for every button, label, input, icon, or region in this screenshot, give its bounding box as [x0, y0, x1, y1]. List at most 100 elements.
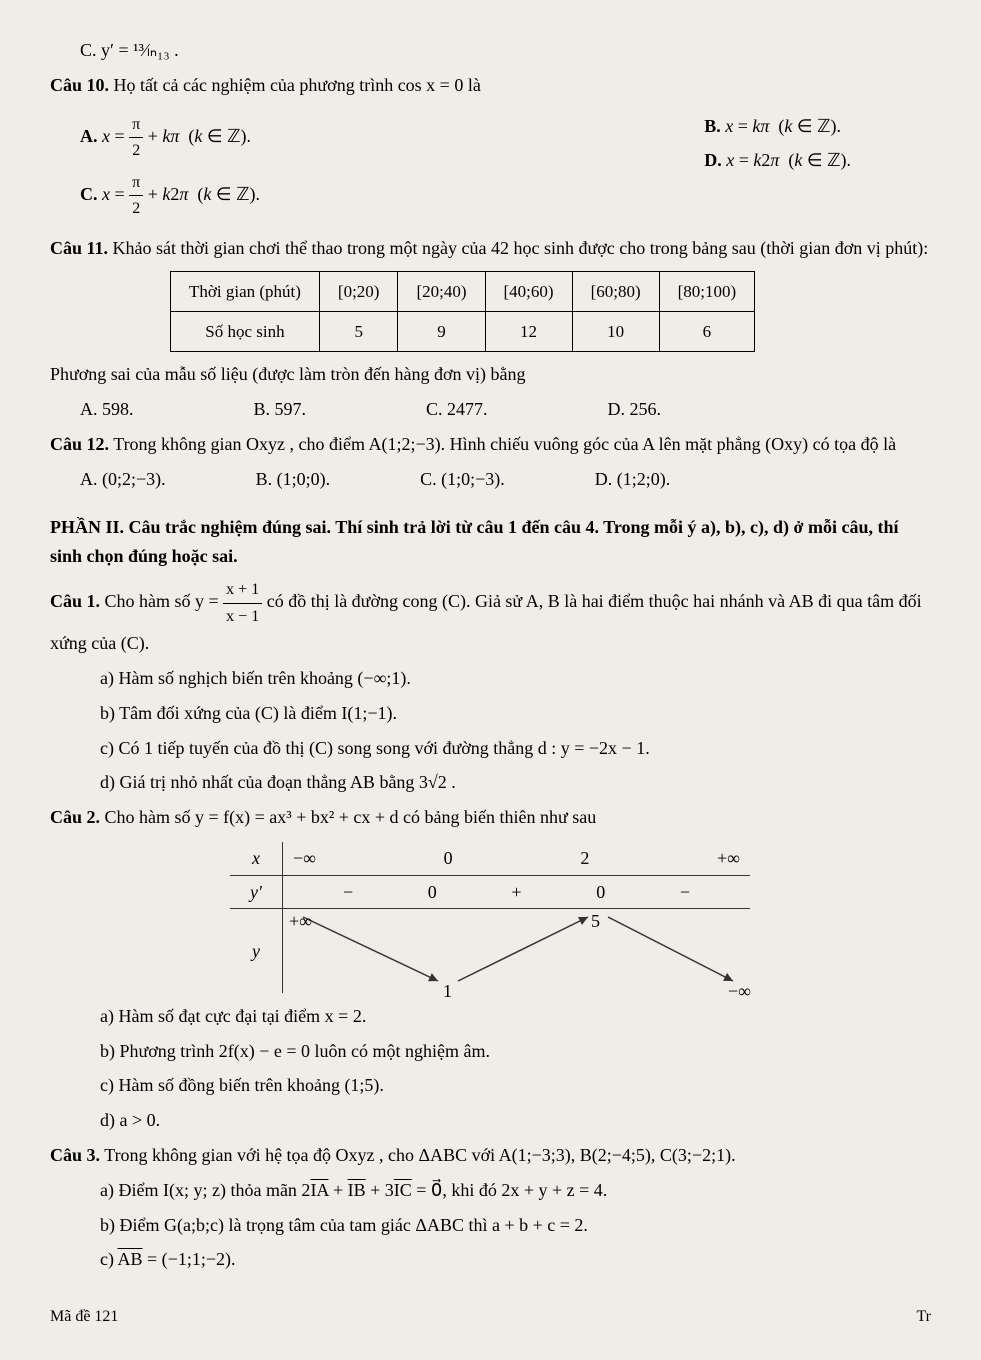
- vt-yprime-row: y′ − 0 + 0 −: [230, 876, 750, 910]
- vt-y-row: y +∞ 5 1 −∞: [230, 909, 750, 999]
- q12-opt-c: C. (1;0;−3).: [420, 465, 505, 494]
- vt-val: 2: [580, 844, 589, 873]
- q10-opt-d: D. x = k2π (k ∈ ℤ).: [704, 146, 851, 175]
- table-row-header: Thời gian (phút) [0;20) [20;40) [40;60) …: [171, 271, 755, 311]
- c1: Câu 1. Cho hàm số y = x + 1x − 1 có đồ t…: [50, 577, 931, 658]
- footer-left: Mã đề 121: [50, 1304, 118, 1330]
- text: C. y′ = ¹³⁄ₗₙ₁₃ .: [80, 40, 179, 60]
- vt-val: 0: [444, 844, 453, 873]
- q12-label: Câu 12.: [50, 434, 109, 454]
- table-cell: 10: [572, 311, 659, 351]
- q10-label: Câu 10.: [50, 75, 109, 95]
- footer-right: Tr: [916, 1304, 931, 1330]
- frac-den: x − 1: [223, 604, 262, 630]
- c1-a: a) Hàm số nghịch biến trên khoảng (−∞;1)…: [100, 664, 931, 693]
- q10-opt-c: C. x = π2 + k2π (k ∈ ℤ).: [80, 170, 260, 222]
- q11: Câu 11. Khảo sát thời gian chơi thể thao…: [50, 234, 931, 263]
- variation-table: x −∞ 0 2 +∞ y′ − 0 + 0 − y: [230, 842, 750, 992]
- c2-d: d) a > 0.: [100, 1106, 931, 1135]
- q11-subtext: Phương sai của mẫu số liệu (được làm trò…: [50, 360, 931, 389]
- q10-opt-b: B. x = kπ (k ∈ ℤ).: [704, 112, 851, 141]
- c3: Câu 3. Trong không gian với hệ tọa độ Ox…: [50, 1141, 931, 1170]
- stray-option-c: C. y′ = ¹³⁄ₗₙ₁₃ .: [80, 36, 931, 65]
- table-cell: [20;40): [398, 271, 485, 311]
- vt-val: −∞: [293, 844, 316, 873]
- vt-val: 0: [428, 878, 437, 907]
- q11-text: Khảo sát thời gian chơi thể thao trong m…: [113, 238, 929, 258]
- vec-ib: IB: [348, 1180, 366, 1200]
- vec-ia: IA: [310, 1180, 328, 1200]
- c3-a-mid2: + 3: [366, 1180, 394, 1200]
- vt-val: +∞: [717, 844, 740, 873]
- vt-y-val: 1: [443, 977, 452, 1006]
- table-cell: 6: [659, 311, 755, 351]
- c3-a-post: = 0⃗, khi đó 2x + y + z = 4.: [412, 1180, 608, 1200]
- q12-text: Trong không gian Oxyz , cho điểm A(1;2;−…: [113, 434, 896, 454]
- q11-table: Thời gian (phút) [0;20) [20;40) [40;60) …: [170, 271, 755, 352]
- c3-c-pre: c): [100, 1249, 118, 1269]
- frac-num: x + 1: [223, 577, 262, 604]
- c3-a: a) Điểm I(x; y; z) thỏa mãn 2IA + IB + 3…: [100, 1176, 931, 1205]
- c1-frac: x + 1x − 1: [223, 577, 262, 629]
- phan2-title: PHẦN II. Câu trắc nghiệm đúng sai. Thí s…: [50, 513, 931, 571]
- vec-ab: AB: [118, 1249, 143, 1269]
- q12-options: A. (0;2;−3). B. (1;0;0). C. (1;0;−3). D.…: [80, 465, 931, 494]
- vt-arrows: +∞ 5 1 −∞: [283, 909, 750, 999]
- vt-val: −: [680, 878, 690, 907]
- c2-a: a) Hàm số đạt cực đại tại điểm x = 2.: [100, 1002, 931, 1031]
- c2-text: Cho hàm số y = f(x) = ax³ + bx² + cx + d…: [105, 807, 597, 827]
- q12: Câu 12. Trong không gian Oxyz , cho điểm…: [50, 430, 931, 459]
- c1-b: b) Tâm đối xứng của (C) là điểm I(1;−1).: [100, 699, 931, 728]
- q10: Câu 10. Họ tất cả các nghiệm của phương …: [50, 71, 931, 100]
- q11-opt-b: B. 597.: [254, 395, 307, 424]
- footer: Mã đề 121 Tr: [50, 1304, 931, 1330]
- c3-a-pre: a) Điểm I(x; y; z) thỏa mãn 2: [100, 1180, 310, 1200]
- vt-y-val: −∞: [728, 977, 751, 1006]
- table-header-label: Thời gian (phút): [171, 271, 320, 311]
- table-cell: [0;20): [319, 271, 398, 311]
- c1-d: d) Giá trị nhỏ nhất của đoạn thẳng AB bằ…: [100, 768, 931, 797]
- vt-y-val: +∞: [289, 907, 312, 936]
- q11-opt-a: A. 598.: [80, 395, 134, 424]
- c2-c: c) Hàm số đồng biến trên khoảng (1;5).: [100, 1071, 931, 1100]
- vt-val: −: [343, 878, 353, 907]
- vec-ic: IC: [394, 1180, 412, 1200]
- table-row-data: Số học sinh 5 9 12 10 6: [171, 311, 755, 351]
- vt-yprime-head: y′: [230, 876, 283, 909]
- q11-options: A. 598. B. 597. C. 2477. D. 256.: [80, 395, 931, 424]
- c2-b: b) Phương trình 2f(x) − e = 0 luôn có mộ…: [100, 1037, 931, 1066]
- q11-label: Câu 11.: [50, 238, 108, 258]
- q12-opt-d: D. (1;2;0).: [595, 465, 671, 494]
- table-cell: 5: [319, 311, 398, 351]
- vt-x-head: x: [230, 842, 283, 875]
- c3-c: c) AB = (−1;1;−2).: [100, 1245, 931, 1274]
- table-cell: [80;100): [659, 271, 755, 311]
- c1-text1: Cho hàm số y =: [105, 591, 224, 611]
- q12-opt-b: B. (1;0;0).: [256, 465, 331, 494]
- q11-opt-c: C. 2477.: [426, 395, 488, 424]
- c2-label: Câu 2.: [50, 807, 100, 827]
- table-cell: 12: [485, 311, 572, 351]
- q10-opt-a: A. x = π2 + kπ (k ∈ ℤ).: [80, 112, 260, 164]
- c3-label: Câu 3.: [50, 1145, 100, 1165]
- table-cell: 9: [398, 311, 485, 351]
- vt-y-head: y: [230, 909, 283, 993]
- q10-text: Họ tất cả các nghiệm của phương trình co…: [114, 75, 481, 95]
- vt-y-val: 5: [591, 907, 600, 936]
- c3-a-mid1: +: [328, 1180, 347, 1200]
- q11-opt-d: D. 256.: [608, 395, 662, 424]
- q12-opt-a: A. (0;2;−3).: [80, 465, 166, 494]
- table-cell: [60;80): [572, 271, 659, 311]
- arrows-svg: [283, 909, 753, 999]
- vt-val: 0: [596, 878, 605, 907]
- table-cell: [40;60): [485, 271, 572, 311]
- c2: Câu 2. Cho hàm số y = f(x) = ax³ + bx² +…: [50, 803, 931, 832]
- table-row-label: Số học sinh: [171, 311, 320, 351]
- c3-c-post: = (−1;1;−2).: [143, 1249, 236, 1269]
- c3-text: Trong không gian với hệ tọa độ Oxyz , ch…: [104, 1145, 735, 1165]
- c1-c: c) Có 1 tiếp tuyến của đồ thị (C) song s…: [100, 734, 931, 763]
- vt-val: +: [511, 878, 521, 907]
- vt-x-row: x −∞ 0 2 +∞: [230, 842, 750, 876]
- c3-b: b) Điểm G(a;b;c) là trọng tâm của tam gi…: [100, 1211, 931, 1240]
- c1-label: Câu 1.: [50, 591, 100, 611]
